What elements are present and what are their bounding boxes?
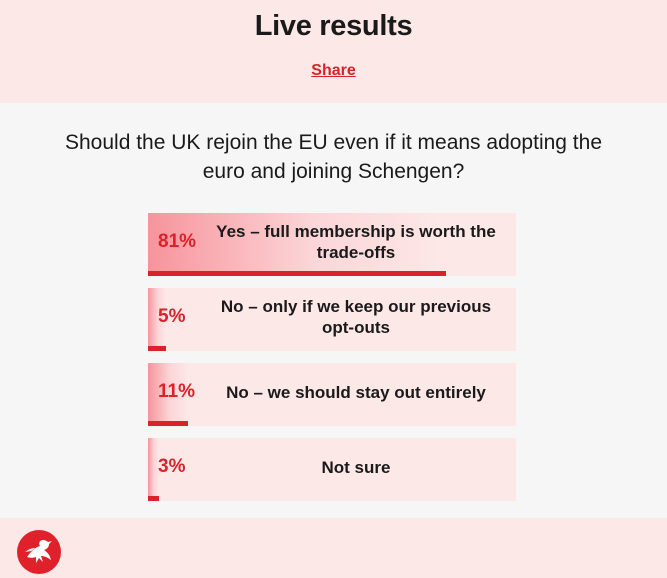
result-bar — [148, 496, 160, 501]
option-label: No – only if we keep our previous opt-ou… — [220, 297, 492, 337]
result-fill — [148, 288, 167, 351]
option-label: Yes – full membership is worth the trade… — [216, 222, 496, 262]
option-label: Not sure — [321, 457, 391, 477]
result-bar — [148, 346, 167, 351]
poll-option-no-stay-out[interactable]: 11% No – we should stay out entirely — [148, 363, 516, 426]
results-header: Live results Share — [0, 0, 667, 103]
result-fill — [148, 213, 447, 276]
option-label: No – we should stay out entirely — [226, 382, 486, 402]
poll-option-not-sure[interactable]: 3% Not sure — [148, 438, 516, 501]
result-percent: 11% — [158, 381, 195, 402]
poll-question: Should the UK rejoin the EU even if it m… — [65, 131, 602, 183]
eagle-logo-icon[interactable] — [17, 530, 61, 574]
footer — [0, 518, 667, 578]
eagle-icon — [25, 540, 52, 563]
result-bar — [148, 421, 189, 426]
result-percent: 81% — [158, 231, 197, 252]
result-fill — [148, 438, 160, 501]
poll-option-yes-full-membership[interactable]: 81% Yes – full membership is worth the t… — [148, 213, 516, 276]
poll-options: 81% Yes – full membership is worth the t… — [148, 213, 516, 513]
result-percent: 5% — [158, 306, 186, 327]
result-percent: 3% — [158, 456, 186, 477]
result-bar — [148, 271, 447, 276]
poll-option-no-opt-outs[interactable]: 5% No – only if we keep our previous opt… — [148, 288, 516, 351]
page-title: Live results — [254, 10, 413, 42]
share-link[interactable]: Share — [311, 62, 356, 79]
result-fill — [148, 363, 189, 426]
